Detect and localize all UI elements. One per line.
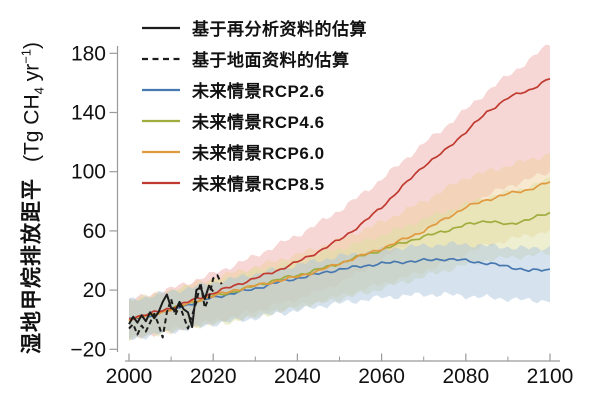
- x-tick-label: 2040: [274, 365, 321, 388]
- series-line-rcp60: [128, 181, 551, 323]
- y-tick-label: 60: [83, 220, 106, 243]
- legend-swatch-rcp60: [142, 150, 180, 153]
- chart-legend: 基于再分析资料的估算 基于地面资料的估算 未来情景RCP2.6 未来情景RCP4.6 未…: [141, 12, 367, 198]
- legend-swatch-rcp85: [142, 181, 180, 184]
- y-tick-label: 20: [83, 279, 106, 302]
- legend-swatch-rcp26: [142, 88, 180, 91]
- legend-item-ground: 基于地面资料的估算: [141, 43, 367, 74]
- legend-item-reanalysis: 基于再分析资料的估算: [141, 12, 367, 43]
- y-axis-title: 湿地甲烷排放距平 (Tg CH4 yr−1): [12, 26, 47, 371]
- x-tick-label: 2020: [190, 365, 237, 388]
- series-line-rcp85: [128, 78, 551, 320]
- x-tick-label: 2100: [527, 365, 574, 388]
- series-line-ground: [128, 274, 223, 339]
- legend-swatch-rcp46: [142, 119, 180, 122]
- series-band-rcp26: [129, 241, 550, 341]
- legend-item-rcp26: 未来情景RCP2.6: [141, 74, 367, 105]
- legend-swatch-ground: [142, 57, 180, 60]
- legend-label-reanalysis: 基于再分析资料的估算: [192, 20, 367, 39]
- legend-label-rcp26: 未来情景RCP2.6: [192, 82, 325, 101]
- legend-item-rcp46: 未来情景RCP4.6: [141, 105, 367, 136]
- legend-label-rcp60: 未来情景RCP6.0: [192, 144, 325, 163]
- legend-item-rcp60: 未来情景RCP6.0: [141, 136, 367, 167]
- legend-swatch-reanalysis: [142, 26, 180, 29]
- x-tick-label: 2060: [358, 365, 405, 388]
- y-tick-label: 180: [71, 42, 106, 65]
- x-tick-label: 2080: [442, 365, 489, 388]
- y-tick-label: −20: [70, 338, 106, 361]
- legend-item-rcp85: 未来情景RCP8.5: [141, 167, 367, 198]
- legend-label-rcp46: 未来情景RCP4.6: [192, 113, 325, 132]
- legend-label-ground: 基于地面资料的估算: [192, 51, 350, 70]
- legend-label-rcp85: 未来情景RCP8.5: [192, 175, 325, 194]
- y-tick-label: 100: [71, 161, 106, 184]
- y-axis-title-text: 湿地甲烷排放距平: [20, 178, 44, 355]
- x-tick-label: 2000: [106, 365, 153, 388]
- y-tick-label: 140: [71, 102, 106, 125]
- y-axis-unit: (Tg CH4 yr−1): [18, 41, 47, 163]
